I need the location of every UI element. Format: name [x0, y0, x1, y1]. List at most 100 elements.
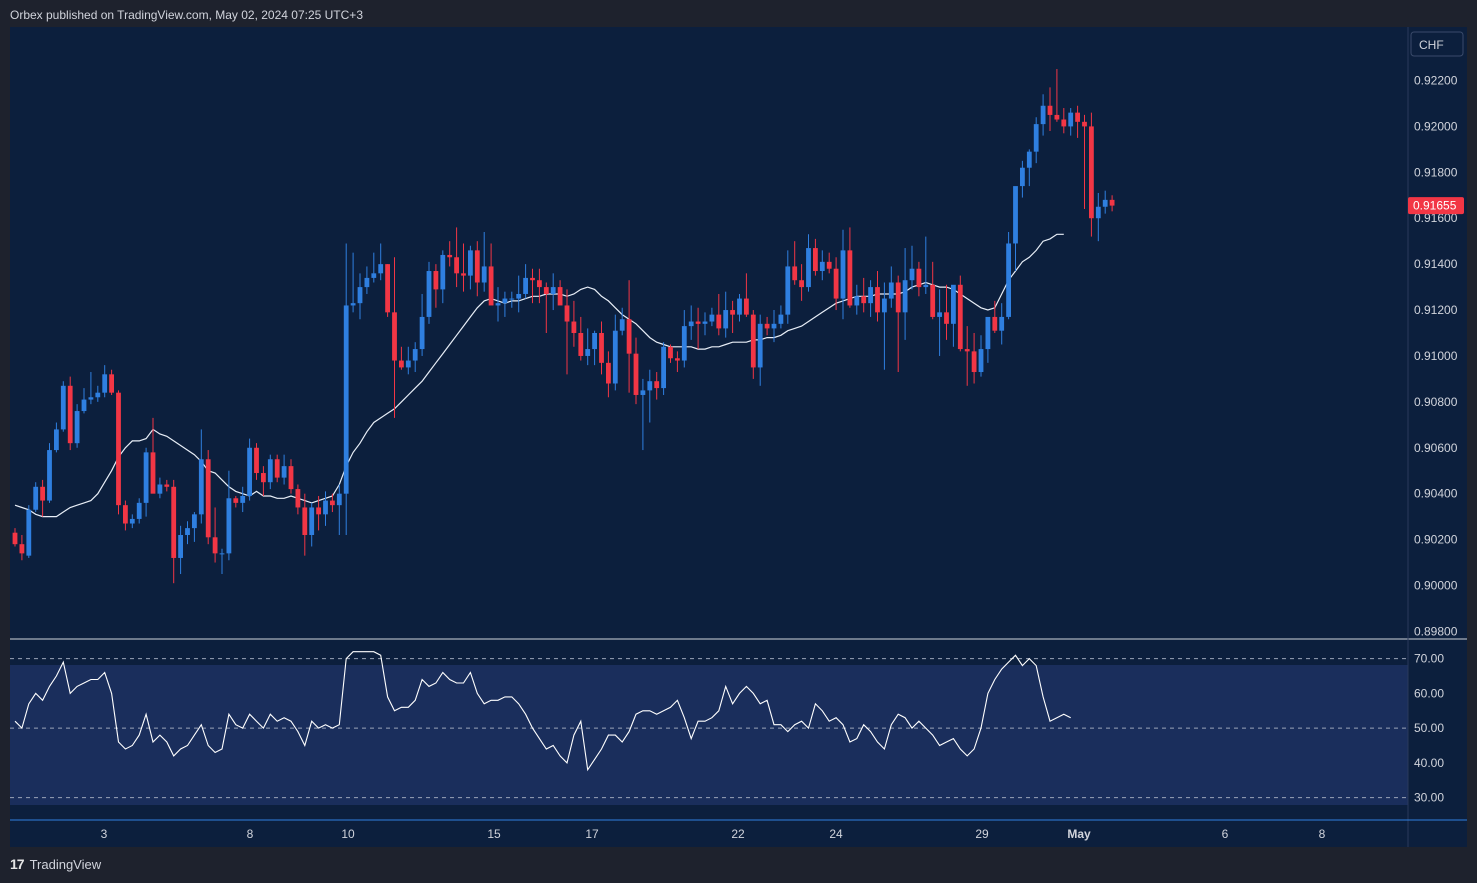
candle — [371, 252, 377, 283]
candle — [599, 321, 604, 375]
tradingview-logo[interactable]: 17 TradingView — [10, 856, 101, 872]
candle — [978, 335, 984, 377]
candle — [550, 273, 556, 311]
candle — [440, 250, 446, 304]
candle — [523, 264, 528, 299]
candle — [364, 266, 370, 294]
currency-label: CHF — [1419, 38, 1444, 52]
candle — [81, 388, 87, 414]
candle — [592, 330, 597, 366]
candle — [1026, 149, 1032, 187]
candle — [1095, 192, 1101, 242]
candle — [806, 234, 811, 292]
candle — [799, 264, 804, 301]
candle — [88, 372, 94, 405]
candle — [1102, 190, 1108, 214]
candle — [1082, 114, 1087, 210]
candle — [316, 495, 321, 531]
price-tick: 0.90000 — [1414, 579, 1458, 593]
time-tick: 24 — [829, 827, 843, 841]
candle — [19, 535, 25, 561]
candle — [495, 287, 501, 322]
candle — [695, 307, 701, 350]
candle — [516, 275, 522, 313]
candle — [750, 310, 756, 379]
rsi-tick: 30.00 — [1414, 791, 1444, 805]
candle — [192, 512, 197, 542]
time-tick: 10 — [341, 827, 355, 841]
candle — [902, 248, 908, 340]
candle — [737, 293, 742, 322]
candle — [668, 344, 673, 363]
candle — [709, 307, 715, 327]
candle — [875, 271, 880, 322]
candle — [971, 333, 977, 384]
candle — [357, 273, 363, 320]
candle — [654, 372, 660, 400]
candle — [923, 236, 929, 294]
time-tick: 22 — [731, 827, 745, 841]
price-tick: 0.90800 — [1414, 395, 1458, 409]
candle — [454, 227, 459, 288]
candle — [309, 502, 315, 547]
candle — [826, 252, 832, 274]
candle — [26, 505, 32, 558]
candle — [212, 507, 218, 563]
candle — [571, 300, 577, 347]
rsi-tick: 70.00 — [1414, 652, 1444, 666]
candle — [1040, 94, 1046, 136]
candle — [433, 264, 439, 308]
tradingview-logo-icon: 17 — [10, 856, 25, 872]
price-axis[interactable]: 0.92200 0.92000 0.91800 0.91600 0.91400 0.912… — [1414, 74, 1458, 639]
candle — [951, 284, 956, 347]
candle — [861, 277, 867, 313]
price-tick: 0.91400 — [1414, 257, 1458, 271]
rsi-axis[interactable]: 70.00 60.00 50.00 40.00 30.00 — [1414, 652, 1444, 805]
candle — [343, 243, 349, 535]
candle — [399, 346, 404, 370]
candle — [909, 245, 915, 290]
candle — [999, 303, 1005, 345]
candle — [233, 495, 239, 508]
candle — [102, 365, 108, 398]
candle — [261, 466, 266, 496]
candle — [274, 454, 280, 483]
candle — [764, 316, 770, 336]
candle — [675, 351, 680, 373]
candle — [661, 342, 666, 395]
candle — [840, 229, 846, 320]
candle — [792, 241, 798, 285]
candle — [219, 548, 225, 575]
candle — [226, 470, 232, 561]
candle — [136, 498, 142, 524]
candle — [488, 243, 494, 306]
candle — [1075, 105, 1080, 138]
candle — [723, 291, 729, 338]
time-tick: 15 — [487, 827, 501, 841]
time-tick: 8 — [247, 827, 254, 841]
rsi-tick: 60.00 — [1414, 686, 1444, 700]
candle — [288, 459, 294, 494]
candle — [937, 289, 942, 356]
candle — [1061, 108, 1067, 134]
candle — [626, 280, 632, 393]
candle — [882, 282, 887, 370]
candle — [992, 300, 998, 333]
candle — [60, 381, 66, 432]
candle — [537, 268, 542, 304]
price-tick: 0.92200 — [1414, 74, 1458, 88]
candle — [833, 257, 839, 311]
candle — [392, 257, 397, 418]
time-tick: 6 — [1222, 827, 1229, 841]
candle — [385, 264, 390, 317]
candle — [33, 482, 39, 513]
candle — [281, 454, 287, 485]
candle — [240, 486, 246, 513]
candle — [123, 500, 128, 531]
candle — [930, 261, 936, 320]
candle — [12, 528, 18, 547]
price-tick: 0.89800 — [1414, 624, 1458, 638]
candle — [447, 241, 453, 267]
time-axis[interactable]: 3 8 10 15 17 22 24 29 May 6 8 — [101, 827, 1326, 841]
